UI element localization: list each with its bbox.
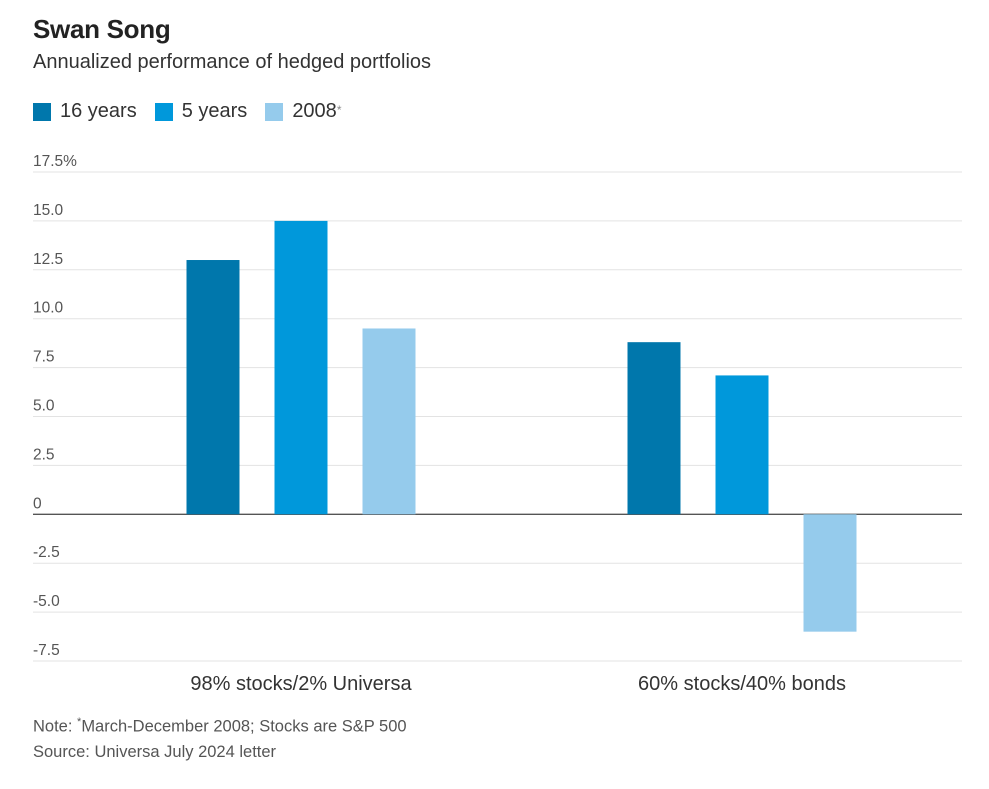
legend-swatch-5-years (154, 102, 173, 121)
chart-subtitle: Annualized performance of hedged portfol… (33, 51, 432, 73)
legend-label-16-years: 16 years (60, 100, 137, 122)
y-tick-label: 12.5 (33, 251, 63, 268)
y-tick-label: 0 (33, 495, 42, 512)
bar (186, 260, 240, 515)
chart-title: Swan Song (33, 14, 171, 44)
legend-label-2008: 2008 (292, 100, 337, 122)
bar (627, 342, 681, 515)
bar (274, 220, 328, 515)
y-tick-label: 5.0 (33, 398, 55, 415)
bar-chart: 17.5% 15.0 12.5 10.0 7.5 5.0 2.5 0 -2.5 -5.0 -7.5 9… (33, 153, 962, 695)
legend: 16 years 5 years 2008 * (33, 100, 359, 123)
y-tick-label: 17.5% (33, 153, 77, 170)
legend-footnote-mark: * (336, 102, 342, 117)
legend-item-2008: 2008 * (265, 100, 341, 123)
bar (362, 328, 416, 515)
bar (803, 514, 857, 632)
x-category-label: 60% stocks/40% bonds (638, 673, 846, 695)
y-tick-label: -2.5 (33, 544, 60, 561)
chart-source: Source: Universa July 2024 letter (33, 743, 277, 761)
legend-item-5-years: 5 years (154, 100, 248, 123)
note-text: March-December 2008; Stocks are S&P 500 (81, 717, 407, 736)
chart-note: Note: *March-December 2008; Stocks are S… (33, 716, 407, 737)
legend-swatch-2008 (265, 102, 284, 121)
y-tick-label: 10.0 (33, 300, 64, 317)
y-tick-label: 15.0 (33, 202, 64, 219)
note-prefix: Note: (33, 717, 78, 736)
y-tick-label: 7.5 (33, 349, 55, 366)
y-tick-label: -5.0 (33, 593, 60, 610)
y-tick-label: -7.5 (33, 642, 60, 659)
note-footnote-mark: * (77, 716, 82, 728)
legend-item-16-years: 16 years (33, 100, 137, 123)
legend-swatch-16-years (33, 102, 51, 121)
legend-label-5-years: 5 years (181, 100, 248, 122)
y-tick-label: 2.5 (33, 446, 55, 463)
x-category-label: 98% stocks/2% Universa (190, 673, 412, 695)
bar (715, 375, 769, 515)
